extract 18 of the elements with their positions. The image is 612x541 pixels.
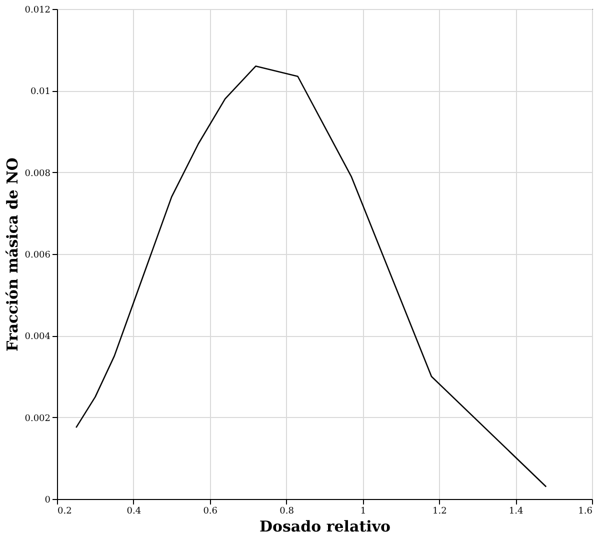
x-tick-label: 1.6 [578, 506, 593, 516]
x-axis-title: Dosado relativo [259, 518, 391, 536]
y-tick-label: 0.012 [24, 6, 50, 16]
x-tick-label: 0.4 [126, 506, 142, 516]
y-tick-label: 0.01 [30, 87, 50, 98]
y-tick-label: 0.002 [24, 414, 50, 424]
y-tick-label: 0 [44, 496, 51, 506]
x-tick-label: 1.2 [432, 506, 447, 516]
y-axis-title: Fracción másica de NO [4, 158, 22, 352]
x-tick-label: 0.8 [280, 506, 294, 516]
y-tick-label: 0.004 [24, 332, 51, 342]
line-series [75, 66, 547, 488]
x-tick-label: 1.4 [508, 506, 524, 516]
x-tick-label: 0.6 [203, 506, 218, 516]
x-tick-label: 0.2 [58, 506, 72, 516]
x-tick-label: 1 [360, 506, 366, 516]
y-tick-label: 0.006 [24, 250, 51, 260]
y-tick-label: 0.008 [24, 168, 51, 179]
